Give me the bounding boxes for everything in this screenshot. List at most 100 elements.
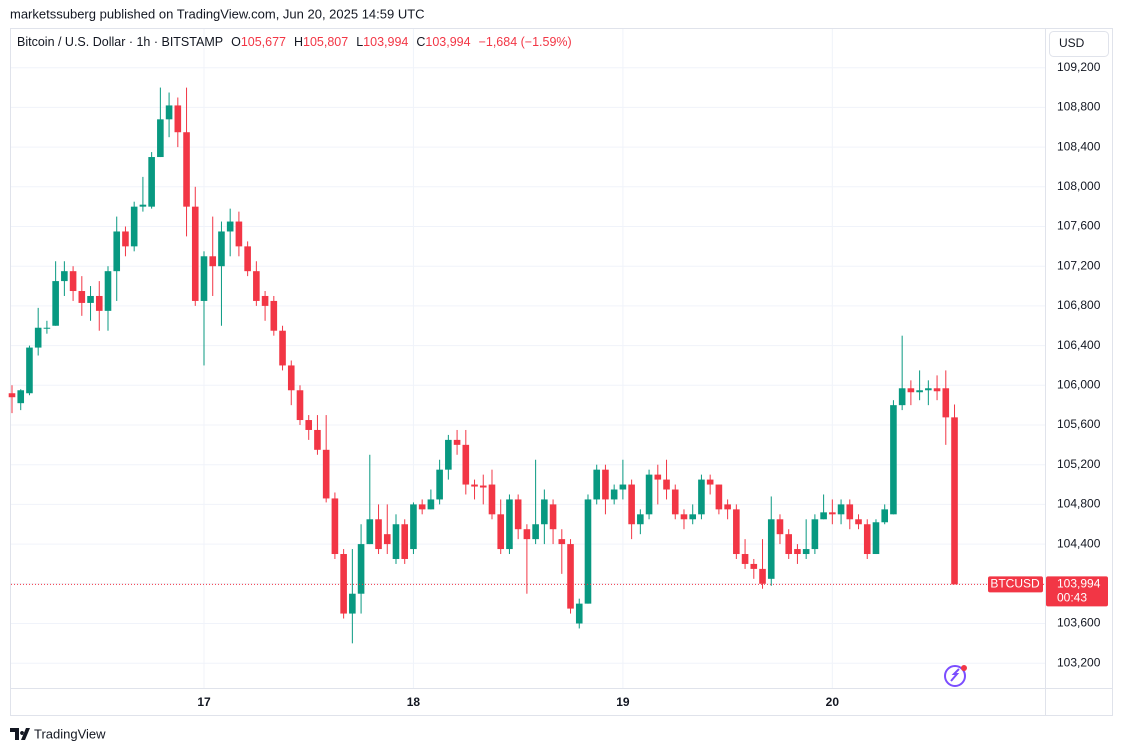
y-tick-label: 109,200 [1057, 60, 1101, 74]
x-tick-label: 20 [826, 695, 840, 709]
y-tick-label: 106,800 [1057, 298, 1101, 312]
candle-body [157, 119, 164, 158]
currency-button[interactable] [1049, 31, 1109, 57]
currency-label[interactable]: USD [1059, 36, 1085, 50]
candle-body [462, 444, 470, 485]
candle-body [8, 393, 16, 398]
candle-body [305, 420, 313, 430]
candle-body [139, 204, 147, 207]
candle-body [479, 485, 487, 488]
candle-body [802, 549, 810, 555]
x-tick-label: 18 [407, 695, 421, 709]
candle-body [322, 449, 330, 499]
candle-body [26, 347, 33, 394]
assistant-ring [944, 665, 966, 687]
y-tick-label: 108,800 [1057, 100, 1101, 114]
candle-body [925, 388, 932, 391]
candle-body [401, 524, 409, 559]
candle-body [794, 549, 801, 555]
change: −1,684 (−1.59%) [479, 35, 572, 49]
candle-body [314, 429, 321, 450]
candle-body [104, 271, 112, 311]
candle-body [724, 504, 731, 510]
chart-frame [10, 28, 1113, 716]
assistant-dot [961, 665, 967, 671]
candle-body [610, 489, 618, 500]
y-tick-label: 103,200 [1057, 655, 1101, 669]
candle-body [558, 539, 566, 545]
brand-logo [10, 728, 30, 740]
candle-body [680, 514, 688, 520]
candle-body [532, 524, 539, 540]
candle-body [776, 519, 784, 535]
low-key: L [356, 35, 363, 49]
y-tick-label: 107,200 [1057, 258, 1101, 272]
assistant-bolt [950, 668, 960, 682]
symbol-tag-label: BTCUSD [990, 577, 1040, 591]
candle-body [183, 132, 190, 207]
candle-body [698, 479, 705, 515]
candle-body [87, 295, 94, 303]
candle-body [628, 484, 635, 525]
symbol-tag [988, 576, 1043, 593]
candle-body [863, 524, 871, 555]
candle-body [279, 330, 286, 366]
y-tick-label: 103,600 [1057, 616, 1101, 630]
candle-body [383, 534, 391, 545]
candle-body [148, 157, 155, 207]
candle-body [296, 390, 304, 421]
candle-body [584, 499, 592, 604]
candle-body [52, 281, 59, 326]
candle-body [567, 544, 574, 609]
y-tick-label: 105,600 [1057, 417, 1101, 431]
candle-body [113, 231, 121, 272]
candle-body [410, 504, 417, 550]
candle-body [846, 504, 854, 520]
open-value: 105,677 [241, 35, 286, 49]
candle-body [785, 534, 793, 555]
candle-body [767, 519, 775, 579]
candle-body [741, 554, 749, 564]
close-value: 103,994 [425, 35, 470, 49]
brand: TradingView [10, 726, 106, 741]
candle-body [514, 499, 522, 530]
assistant-icon[interactable] [944, 665, 967, 687]
high-key: H [294, 35, 303, 49]
candle-body [916, 390, 923, 393]
candle-body [366, 519, 374, 545]
candle-body [898, 388, 906, 406]
candle-body [375, 519, 382, 550]
candle-body [200, 256, 208, 301]
symbol-title: Bitcoin / U.S. Dollar · 1h · BITSTAMP [17, 35, 223, 49]
candle-body [61, 271, 68, 282]
candle-body [209, 256, 217, 267]
candle-body [689, 514, 697, 520]
candle-body [645, 474, 653, 515]
candle-body [523, 529, 531, 540]
candle-body [654, 474, 662, 480]
candle-body [811, 519, 819, 550]
candle-body [418, 504, 426, 510]
x-tick-label: 19 [616, 695, 630, 709]
y-tick-label: 106,000 [1057, 377, 1101, 391]
candle-body [497, 514, 505, 550]
candle-body [340, 554, 347, 614]
candle-body [78, 291, 86, 303]
candle-body [541, 499, 548, 525]
candle-body [733, 509, 740, 555]
candle-body [34, 327, 42, 348]
candle-body [602, 469, 609, 500]
candle-body [349, 593, 356, 614]
candle-body [637, 514, 644, 525]
candle-body [95, 295, 103, 311]
candle-body [191, 206, 199, 301]
published-note: marketssuberg published on TradingView.c… [10, 6, 425, 21]
candle-body [261, 295, 269, 306]
candle-body [488, 484, 496, 515]
candle-body [750, 563, 758, 569]
close-key: C [416, 35, 425, 49]
low-value: 103,994 [363, 35, 408, 49]
candle-body [69, 271, 77, 292]
